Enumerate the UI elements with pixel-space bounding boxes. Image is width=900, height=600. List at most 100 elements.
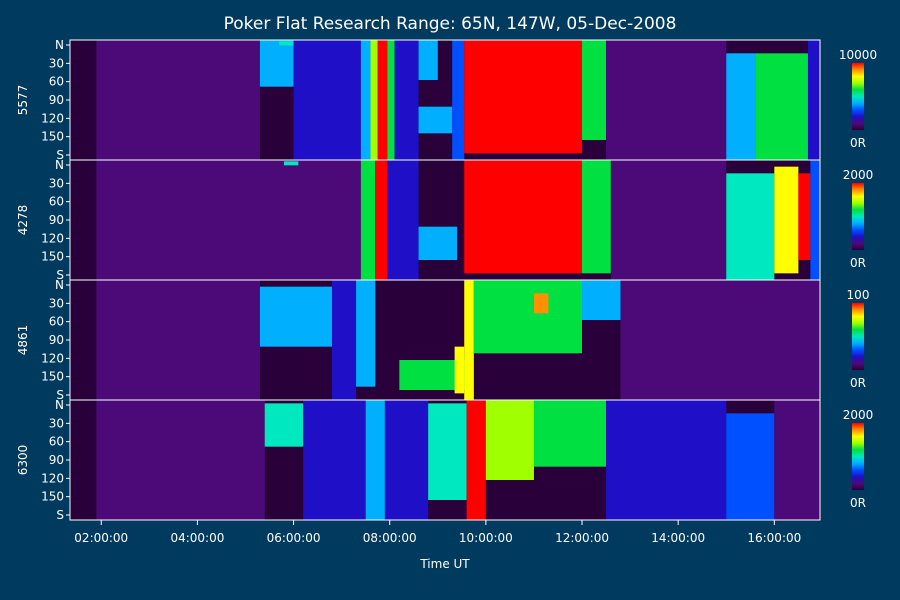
intensity-cell — [259, 286, 333, 347]
y-tick-label: 60 — [49, 75, 64, 89]
colorbar-min-label: 0R — [850, 496, 866, 510]
intensity-cell — [387, 160, 419, 280]
intensity-cell — [533, 293, 549, 314]
intensity-cell — [293, 40, 361, 160]
intensity-cell — [418, 106, 453, 134]
y-tick-label: 90 — [49, 213, 64, 227]
y-tick-label: S — [56, 508, 64, 522]
intensity-cell — [533, 400, 607, 467]
intensity-cell — [454, 346, 465, 394]
x-tick-label: 02:00:00 — [74, 531, 128, 545]
intensity-cell — [384, 400, 429, 520]
intensity-cell — [606, 40, 727, 160]
intensity-cell — [774, 400, 820, 520]
intensity-cell — [360, 40, 371, 160]
intensity-cell — [303, 400, 366, 520]
intensity-cell — [582, 40, 607, 140]
y-tick-label: S — [56, 268, 64, 282]
intensity-cell — [70, 280, 97, 400]
panel-6300: N 30 60 90 120 150 S 6300 2000 0R — [16, 398, 873, 522]
x-tick-label: 04:00:00 — [170, 531, 224, 545]
y-tick-label: 150 — [41, 130, 64, 144]
y-tick-label: 30 — [49, 416, 64, 430]
intensity-cell — [464, 40, 583, 154]
x-tick-label: 14:00:00 — [651, 531, 705, 545]
intensity-cell — [370, 40, 378, 160]
intensity-cell — [418, 226, 458, 260]
panel-4278: N 30 60 90 120 150 S 4278 2000 0R — [16, 158, 873, 282]
x-tick-label: 12:00:00 — [555, 531, 609, 545]
y-tick-label: 30 — [49, 56, 64, 70]
intensity-cell — [360, 160, 376, 280]
panel-wavelength-label: 6300 — [16, 445, 30, 476]
intensity-cell — [283, 161, 299, 166]
intensity-cell — [96, 280, 260, 400]
intensity-cell — [332, 280, 357, 400]
intensity-cell — [620, 280, 820, 400]
intensity-cell — [96, 40, 260, 160]
y-tick-label: 150 — [41, 370, 64, 384]
intensity-cell — [96, 400, 265, 520]
y-tick-label: N — [55, 398, 64, 412]
intensity-cell — [428, 403, 467, 500]
panel-wavelength-label: 4861 — [16, 325, 30, 356]
intensity-cell — [377, 40, 388, 160]
colorbar-max-label: 2000 — [843, 168, 874, 182]
intensity-cell — [726, 53, 756, 161]
intensity-cell — [810, 160, 820, 280]
x-axis: 02:00:00 04:00:00 06:00:00 08:00:00 10:00:00… — [74, 520, 801, 545]
intensity-cell — [464, 280, 474, 400]
y-tick-label: N — [55, 158, 64, 172]
panel-5577: N 30 60 90 120 150 S 5577 10000 0R — [16, 38, 877, 162]
y-tick-label: 120 — [41, 351, 64, 365]
y-tick-label: N — [55, 278, 64, 292]
intensity-cell — [394, 40, 419, 160]
y-tick-label: 60 — [49, 315, 64, 329]
colorbar — [852, 183, 864, 250]
intensity-cell — [473, 280, 583, 354]
intensity-cell — [798, 173, 811, 260]
intensity-cell — [452, 40, 465, 160]
intensity-cell — [365, 400, 385, 520]
intensity-cell — [485, 400, 534, 480]
intensity-cell — [264, 403, 304, 447]
intensity-cell — [610, 160, 727, 280]
intensity-cell — [356, 280, 376, 387]
intensity-cell — [755, 53, 808, 161]
intensity-cell — [70, 160, 97, 280]
intensity-cell — [774, 166, 799, 274]
y-tick-label: 60 — [49, 195, 64, 209]
colorbar-max-label: 2000 — [843, 408, 874, 422]
y-tick-label: 30 — [49, 296, 64, 310]
y-tick-label: 30 — [49, 176, 64, 190]
intensity-cell — [582, 280, 621, 320]
intensity-cell — [466, 400, 486, 520]
intensity-cell — [70, 400, 97, 520]
y-tick-label: 150 — [41, 490, 64, 504]
colorbar — [852, 63, 864, 130]
y-tick-label: 90 — [49, 333, 64, 347]
y-tick-label: 150 — [41, 250, 64, 264]
intensity-cell — [96, 160, 361, 280]
colorbar-min-label: 0R — [850, 376, 866, 390]
intensity-cell — [375, 160, 388, 280]
intensity-cell — [582, 160, 611, 274]
colorbar-max-label: 10000 — [839, 48, 877, 62]
x-tick-label: 06:00:00 — [267, 531, 321, 545]
colorbar — [852, 423, 864, 490]
y-tick-label: 120 — [41, 111, 64, 125]
intensity-cell — [807, 40, 820, 160]
chart-title: Poker Flat Research Range: 65N, 147W, 05… — [224, 14, 677, 34]
y-tick-label: S — [56, 388, 64, 402]
y-tick-label: 90 — [49, 453, 64, 467]
y-tick-label: 60 — [49, 435, 64, 449]
x-tick-label: 08:00:00 — [363, 531, 417, 545]
y-tick-label: S — [56, 148, 64, 162]
y-tick-label: 120 — [41, 231, 64, 245]
panels: N 30 60 90 120 150 S 5577 10000 0R N 30 60 90 120 150 S 4… — [16, 38, 877, 522]
colorbar — [852, 303, 864, 370]
intensity-cell — [606, 400, 727, 520]
y-tick-label: 90 — [49, 93, 64, 107]
colorbar-max-label: 100 — [847, 288, 870, 302]
intensity-cell — [464, 160, 583, 274]
